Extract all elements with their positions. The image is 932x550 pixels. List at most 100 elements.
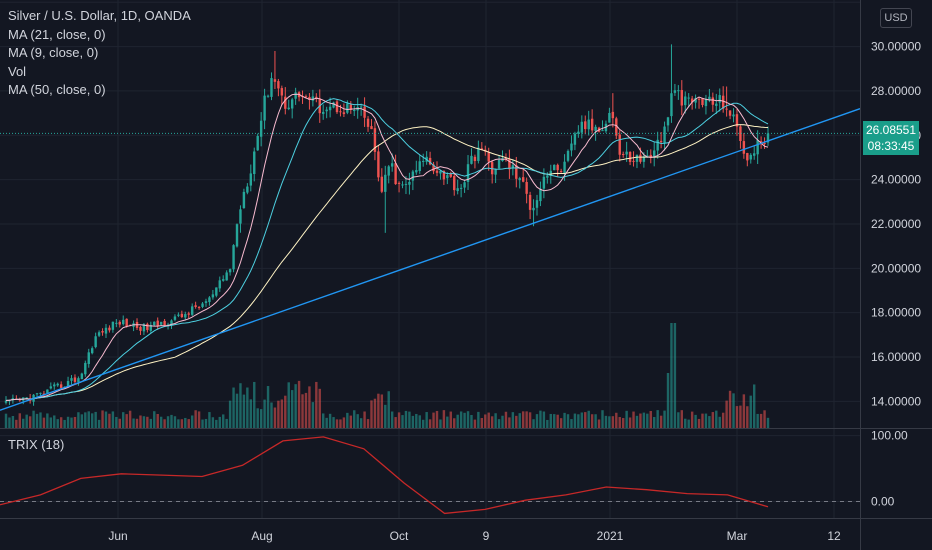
candle-body [249,173,253,186]
volume-bar [628,417,632,428]
candle-body [687,97,690,99]
candle-body [490,162,494,175]
time-tick-label: Jun [108,529,127,543]
volume-bar [470,414,473,428]
volume-bar [90,413,94,428]
candle-body [580,121,584,133]
candle-body [122,319,125,325]
candle-body [715,103,718,106]
candle-body [656,139,659,151]
volume-bar [256,408,259,428]
volume-bar [473,419,477,428]
candle-body [380,176,384,192]
volume-bar [284,395,287,428]
volume-bar [346,412,349,428]
volume-bar [128,410,132,428]
volume-bar [97,419,101,428]
volume-bar [508,417,511,428]
ma50-label: MA (50, close, 0) [8,82,106,97]
candle-body [294,92,297,99]
volume-bar [559,418,563,428]
volume-bar [159,416,163,428]
volume-bar [339,419,342,428]
volume-bar [204,418,208,428]
volume-bar [263,399,266,428]
volume-bar [11,416,15,428]
volume-bar [228,400,232,428]
candle-body [518,178,521,181]
candle-body [453,175,456,191]
candle-body [328,106,332,111]
symbol-title: Silver / U.S. Dollar, 1D, OANDA [8,8,191,23]
volume-bar [401,415,404,428]
volume-bar [70,417,73,428]
volume-bar [742,394,746,428]
candle-body [477,147,480,161]
volume-bar [332,417,335,428]
candle-body [463,182,466,188]
candle-body [80,373,84,380]
volume-bar [215,419,218,428]
trix-line [0,436,769,515]
candle-body [242,191,246,209]
volume-bar [15,419,18,428]
volume-bar [342,417,346,428]
bar-countdown: 08:33:45 [867,139,915,153]
volume-bar [304,392,308,428]
volume-bar [632,411,635,428]
volume-bar [763,410,766,428]
candle-body [222,279,225,281]
candle-body [273,79,277,82]
volume-bar [197,411,201,428]
volume-bar [656,410,659,428]
volume-bar [659,415,663,428]
time-tick-label: 9 [483,529,490,543]
volume-bar [421,419,425,428]
volume-bar [184,417,187,428]
candle-body [335,101,339,113]
volume-bar [721,412,725,428]
volume-bar [287,382,290,428]
volume-bar [235,393,239,428]
candle-body [228,269,232,273]
candle-body [235,224,239,247]
volume-bar [711,412,715,428]
volume-bar [328,413,332,428]
candle-body [625,151,628,155]
volume-bar [22,418,25,428]
volume-bar [563,412,566,428]
candle-body [725,108,728,110]
candle-body [397,182,401,184]
volume-bar [187,419,190,428]
candle-body [218,280,221,289]
candle-body [442,170,446,180]
volume-bar [732,393,735,428]
candle-body [373,128,377,152]
currency-badge[interactable]: USD [880,8,912,28]
volume-bar [463,412,466,428]
last-price: 26.08551 [865,123,917,137]
volume-bar [225,418,228,428]
volume-bar [549,413,552,428]
volume-bar [487,412,490,428]
volume-bar [504,411,508,428]
candle-body [680,90,684,106]
candle-body [370,126,373,130]
volume-bar [428,419,432,428]
candle-body [621,153,625,155]
time-tick-label: 2021 [597,529,624,543]
candle-body [308,97,311,100]
candle-body [549,170,552,176]
volume-bar [484,414,487,428]
volume-bar [132,418,135,428]
volume-bar [146,416,149,428]
candle-body [77,378,80,382]
volume-bar [249,399,253,428]
volume-bar [728,390,732,428]
candle-body [39,392,42,394]
volume-bar [749,395,752,428]
volume-bar [366,419,370,428]
volume-bar [222,414,225,428]
candle-body [125,318,128,327]
